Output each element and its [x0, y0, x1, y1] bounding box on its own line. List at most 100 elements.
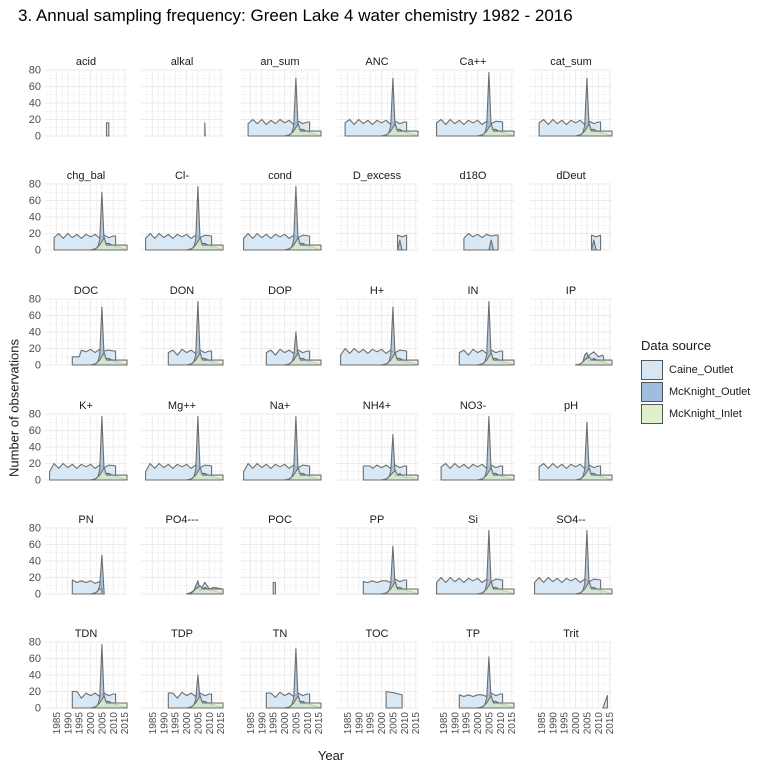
area-mcknight-inlet — [381, 581, 419, 595]
legend-item-mcknight-outlet: McKnight_Outlet — [641, 381, 750, 403]
area-caine-outlet — [385, 690, 403, 709]
facet-chg-bal: chg_bal 0 20 40 60 80 — [29, 170, 128, 257]
x-tick-label: 1985 — [148, 712, 159, 735]
facet-label-toc: TOC — [365, 628, 388, 640]
facet-label-anc: ANC — [365, 56, 388, 68]
legend-item-caine-outlet: Caine_Outlet — [641, 359, 750, 381]
facet-acid: acid 0 20 40 60 80 — [29, 56, 127, 143]
facet-don: DON — [141, 285, 224, 366]
facet-po4minusminusminus: PO4--- — [141, 514, 224, 595]
area-mcknight-inlet — [575, 356, 613, 366]
facet-anc: ANC — [336, 56, 419, 137]
x-tick-label: 1990 — [257, 712, 268, 735]
x-tick-label: 1990 — [450, 712, 461, 735]
x-tick-label: 2010 — [594, 712, 605, 735]
facet-label-tdp: TDP — [171, 628, 193, 640]
y-tick-label: 60 — [29, 539, 41, 551]
facet-doc: DOC 0 20 40 60 80 — [29, 285, 128, 372]
facet-label-po4minusminusminus: PO4--- — [166, 514, 199, 526]
y-tick-label: 40 — [29, 442, 41, 454]
x-tick-label: 2010 — [205, 712, 216, 735]
x-tick-label: 1990 — [63, 712, 74, 735]
y-tick-label: 60 — [29, 425, 41, 437]
area-caine-outlet — [602, 695, 608, 709]
x-tick-label: 2005 — [97, 712, 108, 735]
facet-poc: POC — [239, 514, 321, 595]
facet-label-don: DON — [170, 285, 195, 297]
facet-label-doc: DOC — [74, 285, 99, 297]
x-tick-label: 2005 — [291, 712, 302, 735]
chart-title: 3. Annual sampling frequency: Green Lake… — [18, 6, 573, 25]
facet-label-tdn: TDN — [75, 628, 98, 640]
facet-label-so4minusminus: SO4-- — [556, 514, 586, 526]
facet-label-tn: TN — [273, 628, 288, 640]
area-mcknight-outlet — [396, 239, 403, 251]
facet-dop: DOP — [239, 285, 322, 366]
area-mcknight-inlet — [284, 123, 322, 137]
y-tick-label: 60 — [29, 195, 41, 207]
facet-kplus: K+ 0 20 40 60 80 — [29, 400, 128, 487]
x-axis-label: Year — [317, 748, 345, 763]
x-tick-label: 1985 — [343, 712, 354, 735]
facet-label-an-sum: an_sum — [260, 56, 299, 68]
y-tick-label: 0 — [35, 703, 41, 715]
x-tick-label: 1995 — [75, 712, 86, 735]
facet-nh4plus: NH4+ — [336, 400, 419, 481]
area-mcknight-outlet — [590, 239, 597, 251]
area-mcknight-inlet — [575, 581, 613, 595]
facet-caplusplus: Ca++ — [432, 56, 515, 137]
facet-label-naplus: Na+ — [270, 400, 291, 412]
facet-label-d-excess: D_excess — [353, 170, 402, 182]
y-tick-label: 60 — [29, 653, 41, 665]
x-tick-label: 2010 — [303, 712, 314, 735]
area-mcknight-inlet — [477, 581, 515, 595]
facet-tn: TN 1985 1990 1995 2000 2005 2010 2015 — [239, 628, 325, 734]
y-tick-label: 40 — [29, 670, 41, 682]
facet-pp: PP — [336, 514, 419, 595]
area-mcknight-inlet — [90, 695, 128, 709]
legend-label-mcknight-inlet: McKnight_Inlet — [669, 408, 742, 420]
area-mcknight-inlet — [186, 352, 224, 366]
y-tick-label: 20 — [29, 343, 41, 355]
x-tick-label: 2015 — [605, 712, 616, 735]
x-tick-label: 1990 — [354, 712, 365, 735]
x-tick-label: 2005 — [193, 712, 204, 735]
area-mcknight-inlet — [186, 695, 224, 709]
facet-label-ddeut: dDeut — [556, 170, 585, 182]
area-mcknight-inlet — [575, 467, 613, 481]
facet-label-alkal: alkal — [171, 56, 194, 68]
x-tick-label: 2000 — [182, 712, 193, 735]
area-mcknight-inlet — [477, 352, 515, 366]
facet-ph: pH — [530, 400, 613, 481]
facet-label-pp: PP — [370, 514, 385, 526]
facet-label-trit: Trit — [563, 628, 578, 640]
x-tick-label: 1985 — [439, 712, 450, 735]
facet-label-mgplusplus: Mg++ — [168, 400, 196, 412]
area-mcknight-inlet — [477, 123, 515, 137]
facet-label-in: IN — [468, 285, 479, 297]
facet-label-clminus: Cl- — [175, 170, 189, 182]
facet-toc: TOC 1985 1990 1995 2000 2005 2010 2015 — [336, 628, 422, 734]
legend-key-caine-outlet — [641, 360, 663, 380]
y-tick-label: 40 — [29, 556, 41, 568]
y-tick-label: 0 — [35, 245, 41, 257]
facet-label-kplus: K+ — [79, 400, 93, 412]
facet-trit: Trit 1985 1990 1995 2000 2005 2010 2015 — [530, 628, 616, 734]
facet-naplus: Na+ — [239, 400, 322, 481]
facet-label-no3minus: NO3- — [460, 400, 487, 412]
y-tick-label: 40 — [29, 98, 41, 110]
facet-label-tp: TP — [466, 628, 480, 640]
legend-title: Data source — [641, 338, 712, 353]
facet-alkal: alkal — [141, 56, 223, 137]
area-mcknight-inlet — [477, 467, 515, 481]
facet-pn: PN 0 20 40 60 80 — [29, 514, 127, 601]
legend-label-caine-outlet: Caine_Outlet — [669, 364, 734, 376]
y-tick-label: 0 — [35, 475, 41, 487]
area-caine-outlet — [272, 581, 276, 595]
x-tick-label: 2010 — [496, 712, 507, 735]
y-tick-label: 80 — [29, 65, 41, 77]
x-tick-label: 2010 — [109, 712, 120, 735]
y-tick-label: 20 — [29, 458, 41, 470]
y-tick-label: 0 — [35, 131, 41, 143]
